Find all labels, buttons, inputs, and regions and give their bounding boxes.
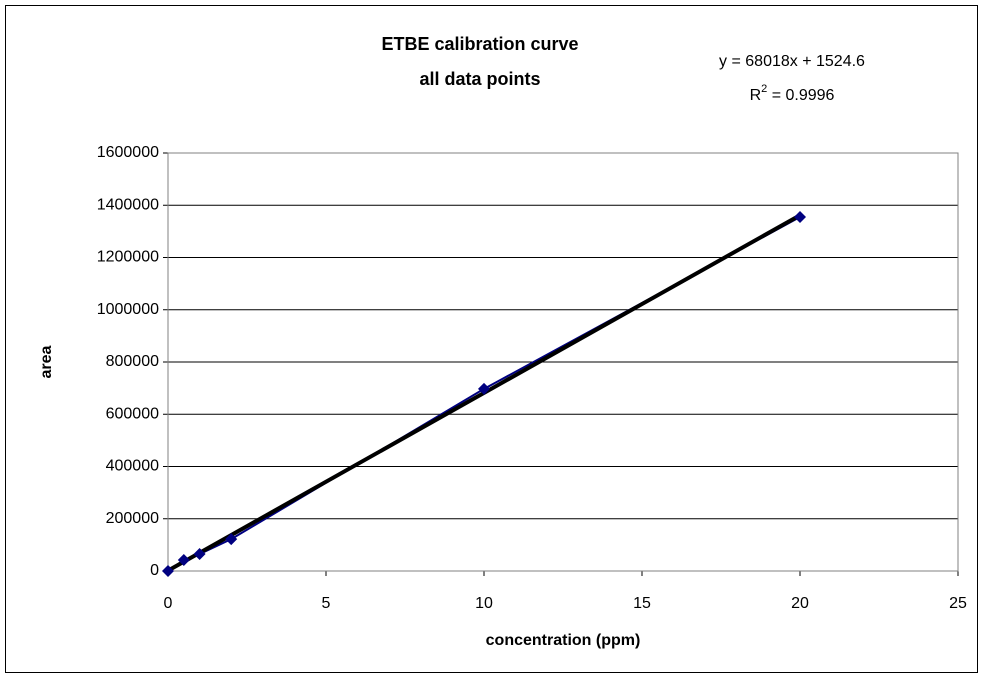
r-squared: R2 = 0.9996 <box>750 83 835 104</box>
plot-area <box>167 152 959 572</box>
trendline-equation: y = 68018x + 1524.6 <box>719 53 865 70</box>
data-point <box>162 565 174 577</box>
data-point <box>193 548 206 561</box>
y-tick-label: 400000 <box>106 458 159 475</box>
y-tick-label: 1200000 <box>97 249 159 266</box>
x-tick-label: 25 <box>949 595 967 612</box>
y-tick-label: 200000 <box>106 510 159 527</box>
x-tick-label: 20 <box>791 595 809 612</box>
r-squared-value: = 0.9996 <box>767 87 834 104</box>
r-squared-sup: 2 <box>761 83 767 95</box>
data-point <box>177 554 190 567</box>
y-tick-label: 1600000 <box>97 144 159 161</box>
x-tick-label: 0 <box>164 595 173 612</box>
y-tick-label: 0 <box>150 562 159 579</box>
data-point <box>794 211 806 224</box>
data-point <box>225 533 238 546</box>
x-tick-label: 5 <box>322 595 331 612</box>
y-axis-title: area <box>38 345 55 378</box>
data-point <box>478 382 490 395</box>
y-tick-label: 600000 <box>106 405 159 422</box>
x-axis-title: concentration (ppm) <box>486 632 641 649</box>
y-tick-label: 800000 <box>106 353 159 370</box>
chart-title: ETBE calibration curve <box>381 34 578 54</box>
x-tick-label: 10 <box>475 595 493 612</box>
y-tick-label: 1400000 <box>97 196 159 213</box>
chart-title: all data points <box>419 69 540 89</box>
x-tick-label: 15 <box>633 595 651 612</box>
r-squared-base: R <box>750 87 762 104</box>
y-tick-label: 1000000 <box>97 301 159 318</box>
